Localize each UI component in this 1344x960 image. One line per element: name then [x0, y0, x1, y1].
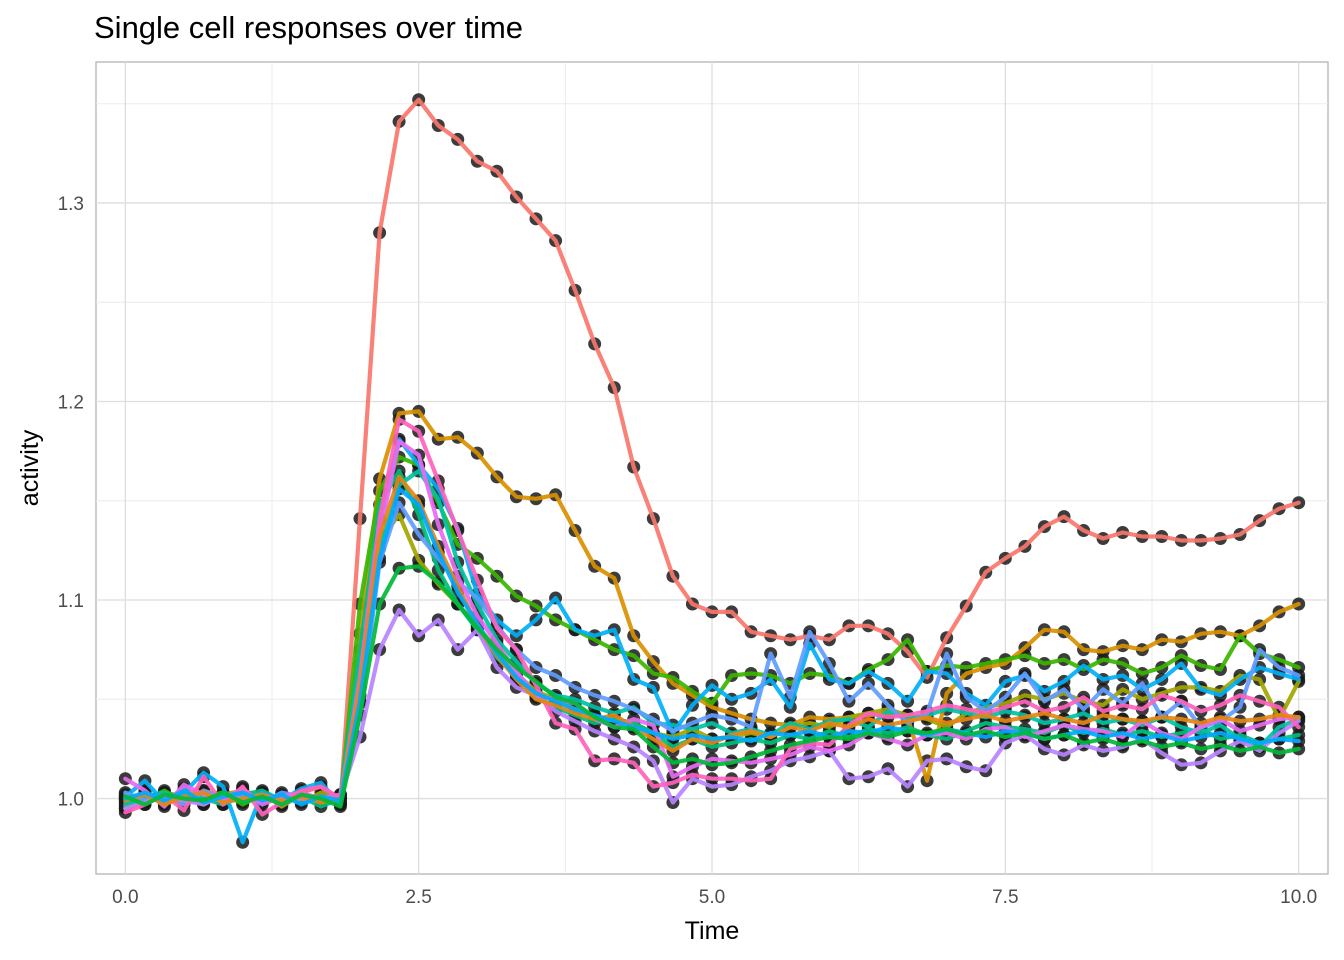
x-tick-label: 10.0 [1280, 887, 1317, 908]
series-lines [123, 97, 1301, 845]
y-axis-title: activity [16, 429, 44, 506]
y-tick-label: 1.0 [58, 790, 84, 811]
y-tick-label: 1.1 [58, 591, 84, 612]
x-tick-label: 0.0 [112, 887, 138, 908]
x-axis-title: Time [685, 917, 740, 945]
x-tick-label: 5.0 [699, 887, 725, 908]
series-line-14 [123, 564, 1301, 809]
series-line-11 [123, 417, 1301, 817]
x-tick-label: 2.5 [405, 887, 431, 908]
x-tick-label: 7.5 [992, 887, 1018, 908]
chart-title: Single cell responses over time [94, 10, 523, 45]
series-line-7 [123, 437, 1301, 845]
y-tick-label: 1.3 [58, 194, 84, 215]
y-tick-label: 1.2 [58, 392, 84, 413]
series-line-12 [123, 474, 1301, 807]
tick-labels: 0.0 2.5 5.0 7.5 10.0 1.0 1.1 1.2 1.3 [58, 194, 1318, 908]
